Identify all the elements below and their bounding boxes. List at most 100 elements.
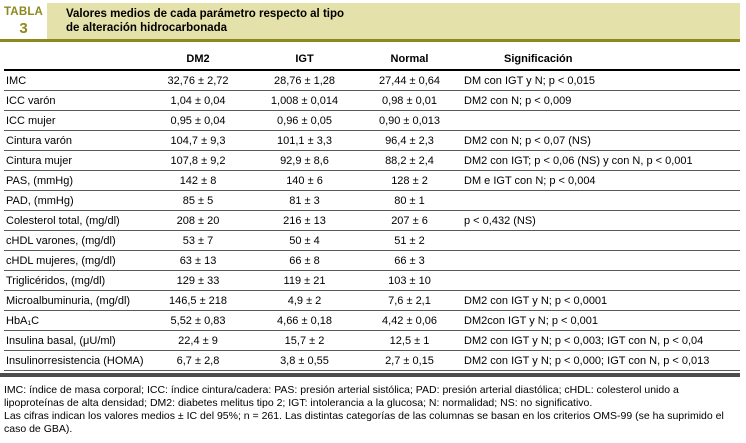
cell-igt: 15,7 ± 2 xyxy=(252,330,357,351)
cell-igt: 66 ± 8 xyxy=(252,250,357,271)
cell-param: Triglicéridos, (mg/dl) xyxy=(4,270,144,291)
cell-param: Insulinorresistencia (HOMA) xyxy=(4,350,144,371)
table-row: Cintura mujer 107,8 ± 9,2 92,9 ± 8,6 88,2 ±… xyxy=(4,150,740,171)
cell-dm2: 1,04 ± 0,04 xyxy=(144,90,252,111)
table-row: PAD, (mmHg) 85 ± 5 81 ± 3 80 ± 1 xyxy=(4,190,740,211)
cell-sig xyxy=(462,110,740,131)
cell-sig: p < 0,432 (NS) xyxy=(462,210,740,231)
cell-sig xyxy=(462,230,740,251)
cell-sig: DM2 con IGT y N; p < 0,000; IGT con N, p… xyxy=(462,350,740,371)
cell-sig: DM2 con IGT y N; p < 0,003; IGT con N, p… xyxy=(462,330,740,351)
cell-igt: 1,008 ± 0,014 xyxy=(252,90,357,111)
cell-normal: 7,6 ± 2,1 xyxy=(357,290,462,311)
cell-sig: DM2con IGT y N; p < 0,001 xyxy=(462,310,740,331)
cell-normal: 0,90 ± 0,013 xyxy=(357,110,462,131)
table-number-badge: TABLA 3 xyxy=(0,3,47,37)
cell-igt: 216 ± 13 xyxy=(252,210,357,231)
table-row: cHDL mujeres, (mg/dl) 63 ± 13 66 ± 8 66 ± 3 xyxy=(4,250,740,271)
cell-sig xyxy=(462,270,740,291)
table-title-line1: Valores medios de cada parámetro respect… xyxy=(66,8,345,20)
cell-igt: 3,8 ± 0,55 xyxy=(252,350,357,371)
cell-normal: 4,42 ± 0,06 xyxy=(357,310,462,331)
cell-param: PAS, (mmHg) xyxy=(4,170,144,191)
footnote-abbreviations: IMC: índice de masa corporal; ICC: índic… xyxy=(4,384,679,409)
cell-param: Microalbuminuria, (mg/dl) xyxy=(4,290,144,311)
header-cell-normal: Normal xyxy=(357,48,462,71)
cell-dm2: 107,8 ± 9,2 xyxy=(144,150,252,171)
table-row: IMC 32,76 ± 2,72 28,76 ± 1,28 27,44 ± 0,64 D… xyxy=(4,70,740,91)
cell-normal: 88,2 ± 2,4 xyxy=(357,150,462,171)
cell-dm2: 22,4 ± 9 xyxy=(144,330,252,351)
cell-sig xyxy=(462,190,740,211)
cell-param: Insulina basal, (μU/ml) xyxy=(4,330,144,351)
footnotes: IMC: índice de masa corporal; ICC: índic… xyxy=(4,384,738,436)
cell-normal: 66 ± 3 xyxy=(357,250,462,271)
cell-sig: DM2 con IGT; p < 0,06 (NS) y con N, p < … xyxy=(462,150,740,171)
cell-igt: 81 ± 3 xyxy=(252,190,357,211)
table-badge-number: 3 xyxy=(19,19,28,37)
table-row: cHDL varones, (mg/dl) 53 ± 7 50 ± 4 51 ± 2 xyxy=(4,230,740,251)
cell-igt: 92,9 ± 8,6 xyxy=(252,150,357,171)
table-header: TABLA 3 Valores medios de cada parámetro… xyxy=(0,3,746,39)
cell-sig: DM2 con IGT y N; p < 0,0001 xyxy=(462,290,740,311)
cell-igt: 119 ± 21 xyxy=(252,270,357,291)
header-cell-dm2: DM2 xyxy=(144,48,252,71)
table-row: Insulinorresistencia (HOMA) 6,7 ± 2,8 3,8 … xyxy=(4,350,740,371)
table-row: ICC mujer 0,95 ± 0,04 0,96 ± 0,05 0,90 ± 0,… xyxy=(4,110,740,131)
table-row: HbA₁C 5,52 ± 0,83 4,66 ± 0,18 4,42 ± 0,06 DM… xyxy=(4,310,740,331)
cell-param: ICC mujer xyxy=(4,110,144,131)
cell-normal: 2,7 ± 0,15 xyxy=(357,350,462,371)
cell-param: PAD, (mmHg) xyxy=(4,190,144,211)
cell-sig xyxy=(462,250,740,271)
header-cell-significacion: Significación xyxy=(462,48,740,71)
cell-dm2: 0,95 ± 0,04 xyxy=(144,110,252,131)
cell-normal: 12,5 ± 1 xyxy=(357,330,462,351)
table-title-line2: de alteración hidrocarbonada xyxy=(66,22,228,34)
cell-param: IMC xyxy=(4,70,144,91)
table-row: ICC varón 1,04 ± 0,04 1,008 ± 0,014 0,98 ± … xyxy=(4,90,740,111)
cell-dm2: 32,76 ± 2,72 xyxy=(144,70,252,91)
header-cell-igt: IGT xyxy=(252,48,357,71)
cell-param: HbA₁C xyxy=(4,310,144,331)
cell-normal: 51 ± 2 xyxy=(357,230,462,251)
table-row: Colesterol total, (mg/dl) 208 ± 20 216 ± 1… xyxy=(4,210,740,231)
cell-igt: 28,76 ± 1,28 xyxy=(252,70,357,91)
cell-igt: 140 ± 6 xyxy=(252,170,357,191)
cell-dm2: 53 ± 7 xyxy=(144,230,252,251)
cell-param: Colesterol total, (mg/dl) xyxy=(4,210,144,231)
table-bottom-bar xyxy=(0,373,740,377)
cell-normal: 80 ± 1 xyxy=(357,190,462,211)
table-row: Cintura varón 104,7 ± 9,3 101,1 ± 3,3 96,4 … xyxy=(4,130,740,151)
cell-normal: 128 ± 2 xyxy=(357,170,462,191)
cell-dm2: 63 ± 13 xyxy=(144,250,252,271)
table-row: Microalbuminuria, (mg/dl) 146,5 ± 218 4,9 … xyxy=(4,290,740,311)
cell-param: Cintura varón xyxy=(4,130,144,151)
cell-param: ICC varón xyxy=(4,90,144,111)
cell-normal: 96,4 ± 2,3 xyxy=(357,130,462,151)
table-title-bar: Valores medios de cada parámetro respect… xyxy=(47,3,740,39)
table-body: IMC 32,76 ± 2,72 28,76 ± 1,28 27,44 ± 0,64 D… xyxy=(4,70,740,371)
cell-dm2: 142 ± 8 xyxy=(144,170,252,191)
header-accent-rule xyxy=(0,39,740,42)
parameters-table: DM2 IGT Normal Significación IMC 32,76 ± … xyxy=(4,48,740,371)
table-badge-word: TABLA xyxy=(3,6,44,18)
cell-igt: 4,66 ± 0,18 xyxy=(252,310,357,331)
cell-param: cHDL varones, (mg/dl) xyxy=(4,230,144,251)
cell-normal: 103 ± 10 xyxy=(357,270,462,291)
header-cell-param xyxy=(4,48,144,71)
cell-param: cHDL mujeres, (mg/dl) xyxy=(4,250,144,271)
cell-igt: 4,9 ± 2 xyxy=(252,290,357,311)
cell-dm2: 146,5 ± 218 xyxy=(144,290,252,311)
cell-igt: 0,96 ± 0,05 xyxy=(252,110,357,131)
cell-normal: 27,44 ± 0,64 xyxy=(357,70,462,91)
cell-dm2: 6,7 ± 2,8 xyxy=(144,350,252,371)
cell-sig: DM e IGT con N; p < 0,004 xyxy=(462,170,740,191)
table-row: PAS, (mmHg) 142 ± 8 140 ± 6 128 ± 2 DM e IGT… xyxy=(4,170,740,191)
cell-igt: 101,1 ± 3,3 xyxy=(252,130,357,151)
table-head: DM2 IGT Normal Significación xyxy=(4,48,740,71)
cell-dm2: 85 ± 5 xyxy=(144,190,252,211)
cell-dm2: 104,7 ± 9,3 xyxy=(144,130,252,151)
cell-dm2: 208 ± 20 xyxy=(144,210,252,231)
